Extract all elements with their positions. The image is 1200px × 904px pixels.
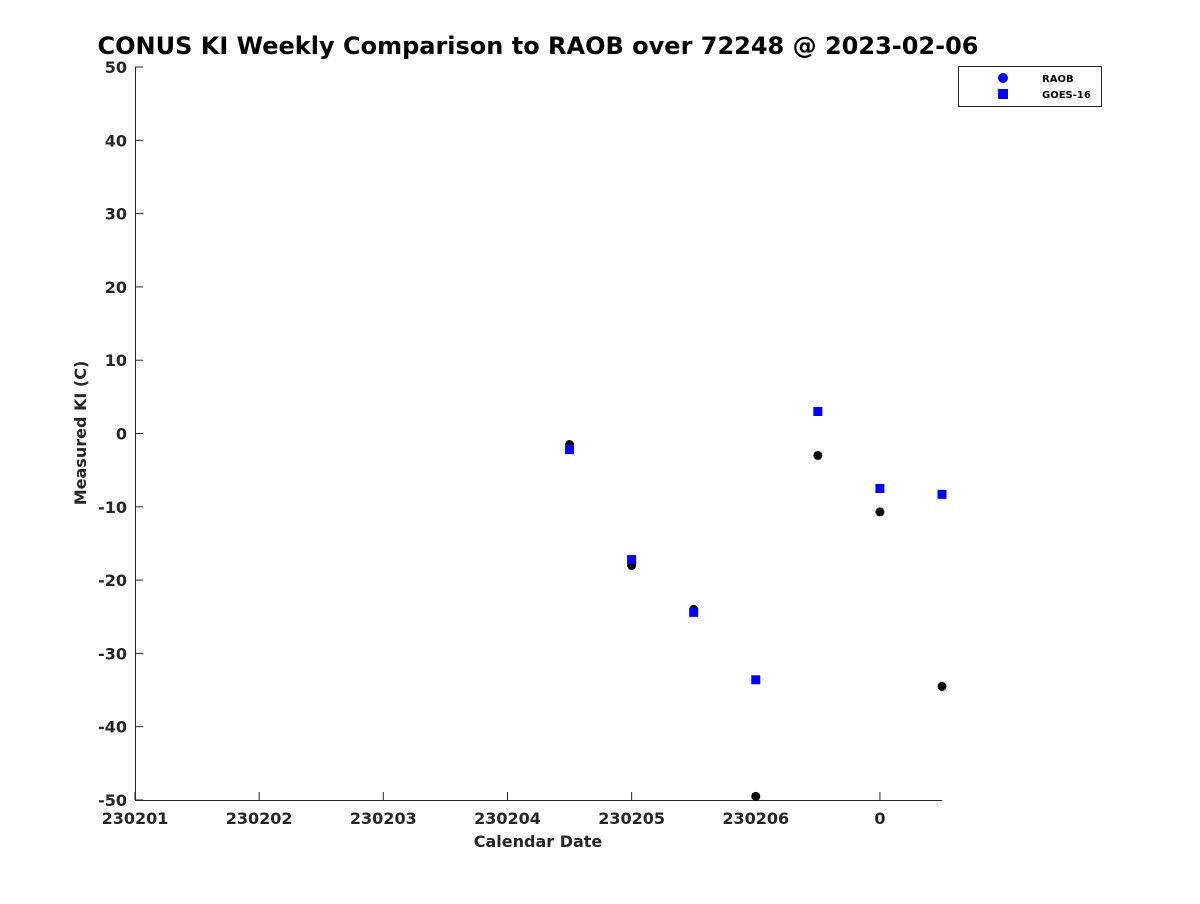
y-tick-label: 30 <box>105 205 127 224</box>
legend-raob-label: RAOB <box>1042 74 1074 85</box>
raob-point <box>875 507 885 517</box>
legend-box <box>958 66 1102 107</box>
y-tick-label: 50 <box>105 58 127 77</box>
x-tick-label: 230202 <box>226 809 293 828</box>
goes16-point <box>627 555 637 565</box>
y-tick-label: 10 <box>105 351 127 370</box>
raob-point <box>751 791 761 801</box>
y-tick-label: -50 <box>98 791 127 810</box>
y-tick-label: 0 <box>116 425 127 444</box>
y-tick-label: 40 <box>105 131 127 150</box>
y-tick-label: -30 <box>98 644 127 663</box>
legend-goes16-marker <box>998 89 1008 99</box>
raob-point <box>937 681 947 691</box>
legend-raob-marker <box>998 73 1008 83</box>
goes16-point <box>813 407 823 417</box>
legend: RAOB GOES-16 <box>958 66 1102 107</box>
y-axis-label: Measured KI (C) <box>71 361 90 506</box>
y-tick-label: -20 <box>98 571 127 590</box>
goes16-point <box>565 445 575 455</box>
x-tick-label: 230203 <box>350 809 417 828</box>
goes16-point <box>937 489 947 499</box>
x-tick-label: 230206 <box>722 809 789 828</box>
y-tick-label: 20 <box>105 278 127 297</box>
y-tick-label: -10 <box>98 498 127 517</box>
legend-goes16-label: GOES-16 <box>1042 90 1091 101</box>
x-tick-label: 0 <box>874 809 885 828</box>
goes16-point <box>751 675 761 685</box>
x-tick-label: 230201 <box>102 809 169 828</box>
x-tick-label: 230204 <box>474 809 541 828</box>
x-axis-label: Calendar Date <box>474 832 603 851</box>
x-tick-label: 230205 <box>598 809 665 828</box>
raob-point <box>813 450 823 460</box>
data-points <box>565 407 947 801</box>
goes16-point <box>689 607 699 617</box>
goes16-point <box>875 483 885 493</box>
y-tick-label: -40 <box>98 718 127 737</box>
chart-title: CONUS KI Weekly Comparison to RAOB over … <box>98 32 979 60</box>
